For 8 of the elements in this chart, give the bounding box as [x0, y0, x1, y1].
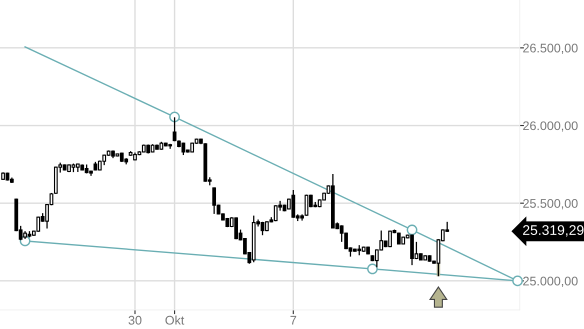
y-tick-label: 25.500,00 [523, 198, 578, 210]
y-tick-label: 26.500,00 [523, 44, 578, 54]
x-tick-label: 30 [128, 316, 142, 325]
y-tick-label: 26.000,00 [523, 121, 578, 132]
text: 25.319,29 [523, 225, 584, 237]
x-tick-label: Okt [165, 315, 184, 325]
x-tick-label: 7 [290, 316, 296, 325]
y-tick-label: 25.000,00 [523, 276, 578, 287]
